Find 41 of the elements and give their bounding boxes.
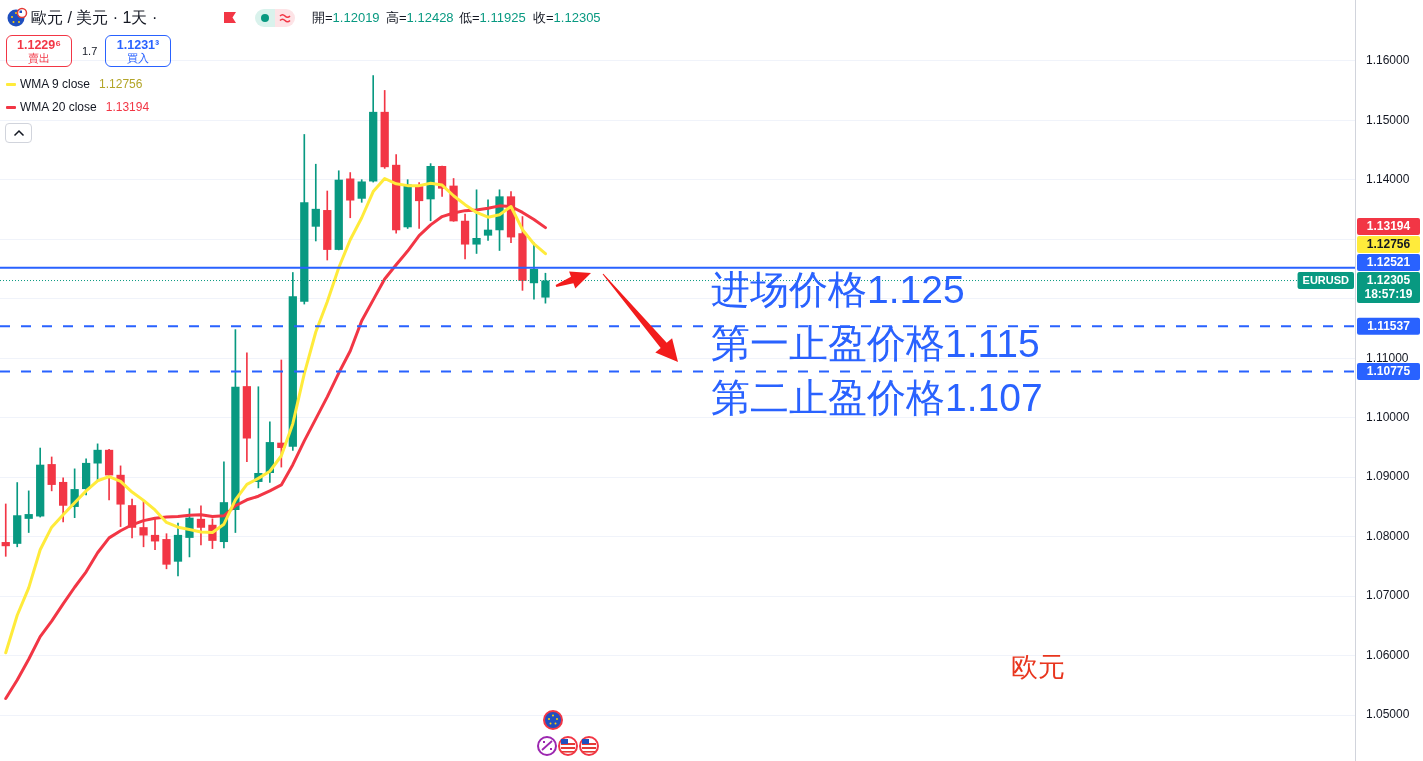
y-tick-label: 1.05000	[1366, 707, 1410, 722]
y-tick-label: 1.10000	[1366, 410, 1410, 424]
ref-line-label: 1.12305	[1366, 272, 1411, 287]
annotation: 1.13194	[105, 100, 150, 115]
ref-line-label: 1.12521	[1366, 254, 1411, 269]
y-tick-label: 1.07000	[1366, 588, 1410, 603]
annotation: 1.7	[82, 45, 98, 58]
y-tick-label: 1.09000	[1366, 469, 1410, 484]
y-tick-label: 1.08000	[1366, 529, 1410, 543]
y-tick-label: 1.14000	[1366, 172, 1410, 186]
annotation: 第二止盈价格1.107	[711, 376, 1043, 419]
annotation: 買入	[127, 51, 149, 65]
candlestick	[311, 163, 320, 242]
annotation: 收=1.12305	[533, 10, 601, 25]
annotation: 開=1.12019	[312, 10, 380, 25]
candlestick	[24, 490, 33, 533]
annotation: 賣出	[28, 51, 50, 65]
annotation: 欧元	[1011, 652, 1065, 682]
annotation: 高=1.12428	[386, 10, 454, 25]
y-tick-label: 1.11000	[1366, 350, 1409, 365]
text: 1.13194	[1366, 218, 1411, 233]
annotation: 1.1229⁶	[17, 37, 61, 52]
legend-label: WMA 20 close	[20, 100, 97, 115]
annotation: 第一止盈价格1.115	[711, 322, 1040, 365]
text: 歐元 / 美元 · 1天 ·	[31, 9, 158, 27]
ref-line-label: 1.11537	[1367, 318, 1411, 333]
annotation: EURUSD	[1302, 273, 1350, 286]
annotation: 1.12756	[99, 77, 143, 92]
legend-label: WMA 9 close	[20, 77, 91, 92]
text: 1.12756	[1366, 236, 1411, 251]
text: 18:57:19	[1364, 286, 1413, 301]
buy-button: 1.1231³ 買入	[105, 35, 171, 67]
annotation: 进场价格1.125	[711, 268, 965, 311]
y-tick-label: 1.06000	[1366, 648, 1410, 662]
annotation: 1.1231³	[116, 37, 160, 52]
annotation: 低=1.11925	[459, 10, 526, 25]
y-tick-label: 1.16000	[1366, 53, 1410, 67]
candlestick	[1, 503, 10, 557]
ref-line-label: 1.10775	[1366, 363, 1411, 378]
sell-button: 1.1229⁶ 賣出	[6, 35, 72, 67]
y-tick-label: 1.15000	[1366, 112, 1410, 127]
